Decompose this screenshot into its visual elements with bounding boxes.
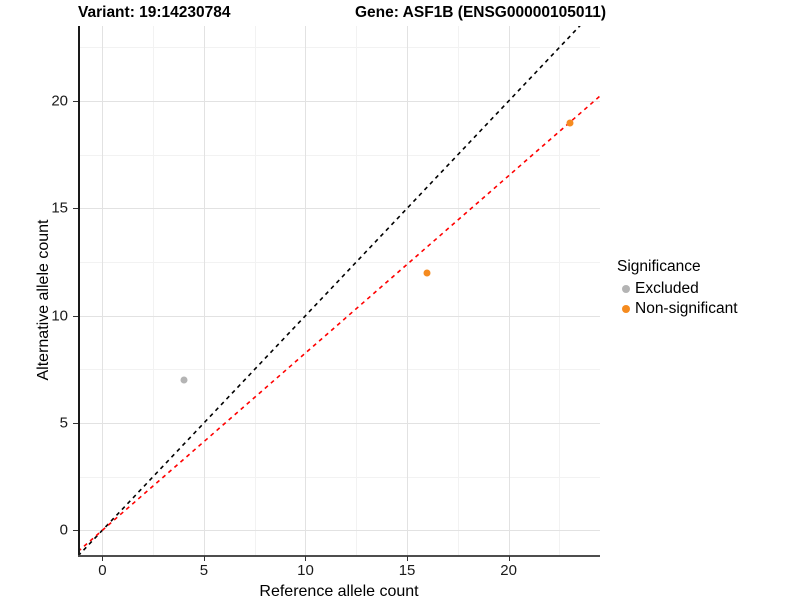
x-tick-label: 5 bbox=[199, 562, 209, 579]
y-tick-mark bbox=[73, 422, 78, 424]
gridline-major-horizontal bbox=[78, 422, 600, 424]
variant-title: Variant: 19:14230784 bbox=[78, 4, 231, 21]
gridline-major-vertical bbox=[407, 26, 409, 556]
fit-line bbox=[78, 95, 600, 553]
gridline-minor-vertical bbox=[559, 26, 561, 556]
legend-item[interactable]: Non-significant bbox=[617, 299, 797, 319]
x-tick-mark bbox=[102, 556, 104, 561]
y-tick-mark bbox=[73, 530, 78, 532]
y-tick-mark bbox=[73, 101, 78, 103]
gridline-minor-vertical bbox=[457, 26, 459, 556]
gridline-minor-horizontal bbox=[78, 154, 600, 156]
gridline-minor-horizontal bbox=[78, 369, 600, 371]
x-axis-line bbox=[78, 555, 600, 557]
legend-items: Excluded Non-significant bbox=[617, 279, 797, 319]
y-tick-label: 15 bbox=[51, 199, 68, 217]
gridline-major-vertical bbox=[203, 26, 205, 556]
legend-item[interactable]: Excluded bbox=[617, 279, 797, 299]
gridline-major-horizontal bbox=[78, 101, 600, 103]
data-point[interactable] bbox=[180, 376, 188, 384]
gridline-minor-vertical bbox=[153, 26, 155, 556]
legend-key-dot-icon bbox=[617, 285, 635, 293]
x-tick-mark bbox=[508, 556, 510, 561]
y-tick-label: 10 bbox=[51, 307, 68, 325]
gridline-major-vertical bbox=[305, 26, 307, 556]
legend-title: Significance bbox=[617, 258, 701, 275]
y-axis-title: Alternative allele count bbox=[35, 219, 52, 381]
x-tick-label: 20 bbox=[500, 562, 517, 579]
data-point[interactable] bbox=[423, 269, 431, 277]
gridline-minor-horizontal bbox=[78, 47, 600, 49]
gridline-minor-vertical bbox=[356, 26, 358, 556]
gridline-major-horizontal bbox=[78, 208, 600, 210]
gridline-major-horizontal bbox=[78, 530, 600, 532]
legend: Significance Excluded Non-significant bbox=[617, 258, 797, 319]
legend-item-label: Non-significant bbox=[635, 300, 738, 317]
y-tick-label: 0 bbox=[59, 521, 68, 539]
gridline-major-vertical bbox=[102, 26, 104, 556]
x-tick-mark bbox=[305, 556, 307, 561]
y-tick-mark bbox=[73, 208, 78, 210]
legend-item-label: Excluded bbox=[635, 280, 699, 297]
data-point[interactable] bbox=[566, 119, 574, 127]
legend-dot bbox=[622, 305, 630, 313]
x-tick-label: 15 bbox=[398, 562, 416, 579]
gridline-major-horizontal bbox=[78, 315, 600, 317]
gene-title: Gene: ASF1B (ENSG00000105011) bbox=[355, 4, 606, 21]
gridline-major-vertical bbox=[508, 26, 510, 556]
legend-key-dot-icon bbox=[617, 305, 635, 313]
x-tick-label: 10 bbox=[297, 562, 314, 579]
x-tick-mark bbox=[203, 556, 205, 561]
x-axis-title: Reference allele count bbox=[259, 583, 419, 600]
y-tick-mark bbox=[73, 315, 78, 317]
y-axis-line bbox=[78, 26, 80, 556]
x-tick-mark bbox=[407, 556, 409, 561]
y-tick-label: 5 bbox=[59, 414, 68, 432]
y-tick-label: 20 bbox=[51, 92, 68, 110]
gridline-minor-horizontal bbox=[78, 262, 600, 264]
legend-dot bbox=[622, 285, 630, 293]
gridline-minor-vertical bbox=[254, 26, 256, 556]
x-tick-label: 0 bbox=[98, 562, 107, 579]
plot-panel bbox=[78, 26, 600, 556]
gridline-minor-horizontal bbox=[78, 476, 600, 478]
